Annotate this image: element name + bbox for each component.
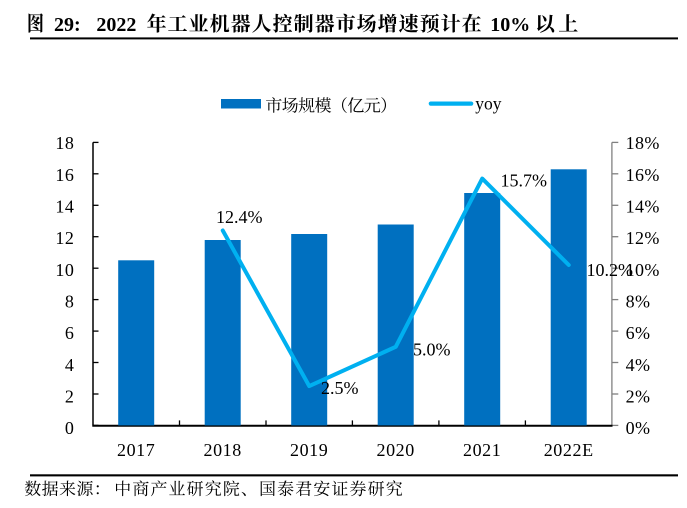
- svg-text:29:: 29:: [54, 14, 81, 36]
- svg-text:16: 16: [55, 165, 74, 185]
- svg-text:0%: 0%: [626, 418, 651, 438]
- svg-text:18: 18: [55, 133, 74, 153]
- svg-text:2022: 2022: [96, 14, 136, 36]
- svg-text:6%: 6%: [626, 323, 651, 343]
- svg-text:4%: 4%: [626, 355, 651, 375]
- svg-text:10%: 10%: [490, 14, 530, 36]
- svg-text:12: 12: [55, 228, 74, 248]
- svg-text:14%: 14%: [626, 197, 660, 217]
- svg-text:2022E: 2022E: [544, 440, 594, 460]
- svg-text:2018: 2018: [203, 440, 241, 460]
- svg-text:2019: 2019: [290, 440, 328, 460]
- svg-text:5.0%: 5.0%: [413, 340, 451, 360]
- svg-text:2017: 2017: [117, 440, 155, 460]
- svg-text:2: 2: [65, 387, 75, 407]
- svg-text:2020: 2020: [376, 440, 414, 460]
- svg-text:15.7%: 15.7%: [501, 170, 548, 190]
- svg-text:yoy: yoy: [475, 94, 502, 114]
- svg-text:12.4%: 12.4%: [216, 207, 263, 227]
- svg-text:8: 8: [65, 292, 75, 312]
- svg-text:16%: 16%: [626, 165, 660, 185]
- svg-text:2021: 2021: [463, 440, 501, 460]
- svg-text:12%: 12%: [626, 228, 660, 248]
- svg-text:4: 4: [65, 355, 75, 375]
- svg-text:10.2%: 10.2%: [587, 260, 634, 280]
- svg-text:0: 0: [65, 418, 75, 438]
- svg-text:2%: 2%: [626, 387, 651, 407]
- svg-text:14: 14: [55, 197, 74, 217]
- svg-text:6: 6: [65, 323, 75, 343]
- svg-text:2.5%: 2.5%: [321, 378, 359, 398]
- svg-text:8%: 8%: [626, 292, 651, 312]
- svg-text:10%: 10%: [626, 260, 660, 280]
- svg-text:10: 10: [55, 260, 74, 280]
- svg-text:18%: 18%: [626, 133, 660, 153]
